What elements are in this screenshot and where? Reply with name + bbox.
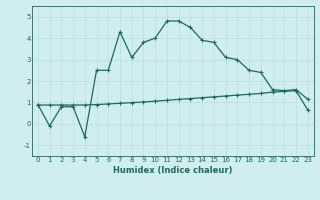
X-axis label: Humidex (Indice chaleur): Humidex (Indice chaleur) [113,166,233,175]
